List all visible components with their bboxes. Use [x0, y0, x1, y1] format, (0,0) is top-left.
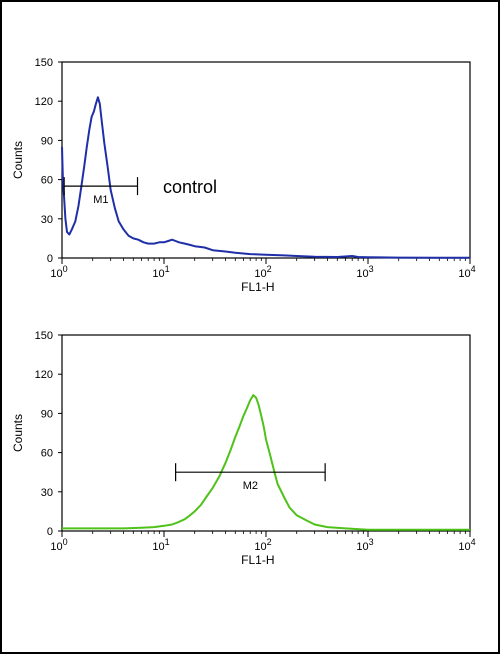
y-tick-label: 0	[47, 253, 53, 265]
y-axis-label: Counts	[11, 141, 25, 179]
y-tick-label: 150	[35, 330, 53, 342]
x-tick-label: 104	[458, 537, 475, 553]
x-tick-label: 101	[152, 537, 169, 553]
histogram-line	[61, 96, 470, 259]
x-tick-label: 102	[254, 537, 271, 553]
x-tick-label: 103	[356, 264, 373, 280]
x-tick-label: 101	[152, 264, 169, 280]
histogram-line	[62, 394, 470, 531]
x-tick-label: 104	[458, 264, 475, 280]
y-tick-label: 90	[41, 408, 53, 420]
annotation-text: control	[163, 177, 217, 197]
plot-frame	[61, 334, 471, 532]
plot-frame	[61, 61, 471, 259]
y-tick-label: 30	[41, 214, 53, 226]
histogram-panel-1: 0 30 60 90 120 150 100 101 102 103 104 FL1-H Counts M…	[11, 57, 476, 294]
x-axis-label: FL1-H	[241, 553, 274, 567]
y-tick-label: 150	[35, 57, 53, 69]
x-tick-label: 100	[50, 264, 67, 280]
y-axis-label: Counts	[11, 414, 25, 452]
x-tick-label: 100	[50, 537, 67, 553]
histogram-panel-2: 0 30 60 90 120 150 100 101 102 103 104 FL1-H Counts M…	[11, 330, 476, 567]
marker-label: M1	[93, 194, 108, 206]
y-tick-label: 120	[35, 96, 53, 108]
x-tick-label: 102	[254, 264, 271, 280]
marker-label: M2	[243, 480, 258, 492]
x-axis-label: FL1-H	[241, 280, 274, 294]
y-tick-label: 0	[47, 526, 53, 538]
y-tick-label: 90	[41, 135, 53, 147]
y-tick-label: 60	[41, 175, 53, 187]
y-tick-label: 30	[41, 487, 53, 499]
x-tick-label: 103	[356, 537, 373, 553]
y-tick-label: 60	[41, 448, 53, 460]
y-tick-label: 120	[35, 369, 53, 381]
